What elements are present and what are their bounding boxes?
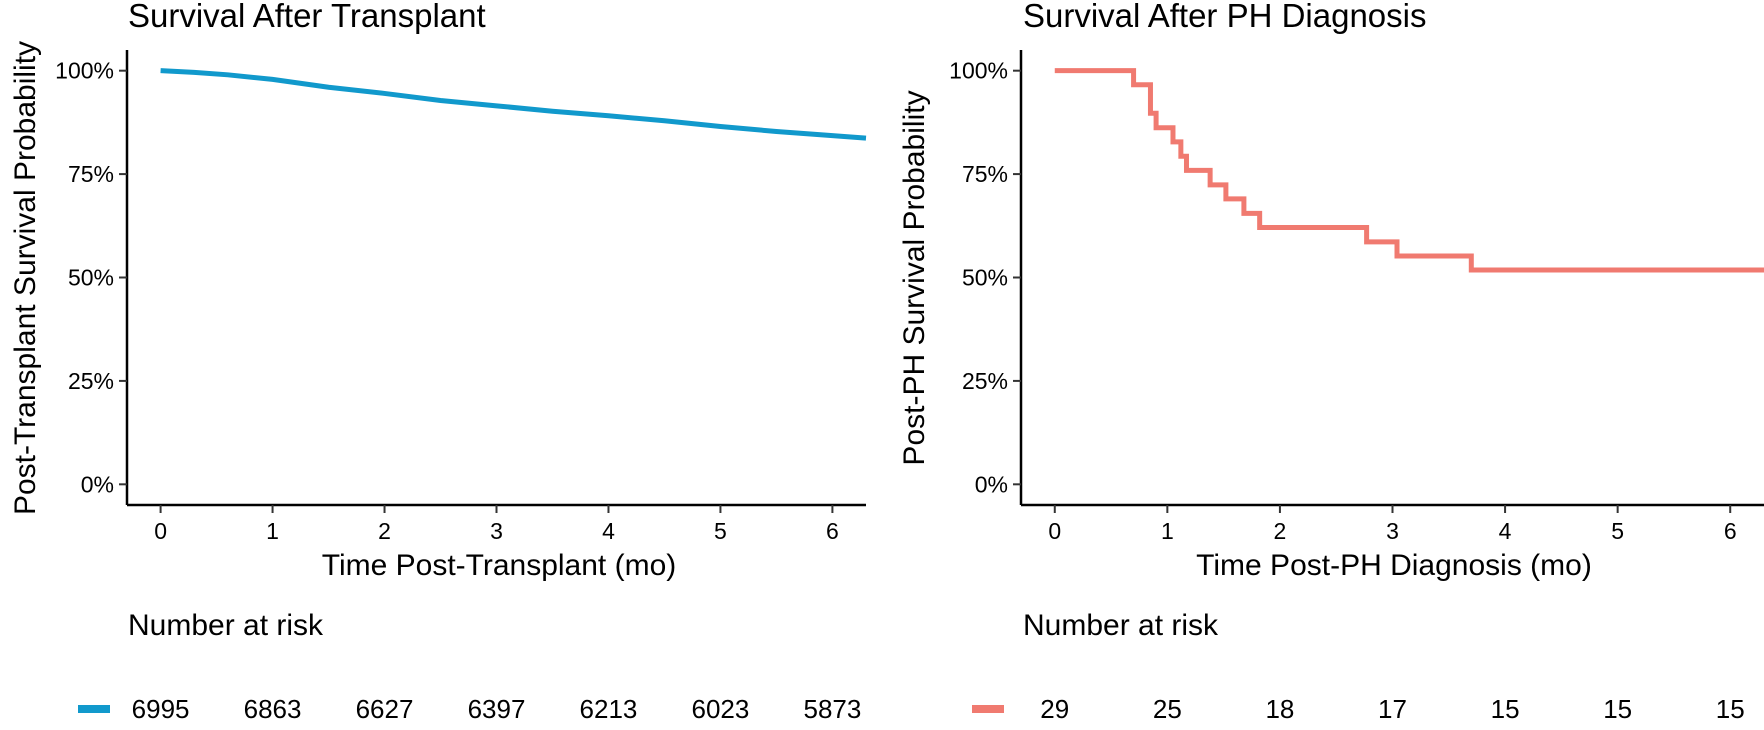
risk-count: 6213 <box>580 694 638 724</box>
x-tick-label: 3 <box>490 518 503 544</box>
risk-count: 15 <box>1491 694 1520 724</box>
risk-count: 6397 <box>468 694 526 724</box>
risk-table: 6995 6863 6627 6397 6213 6023 5873 <box>78 694 861 724</box>
x-tick-label: 5 <box>714 518 727 544</box>
y-tick-label: 0% <box>81 471 114 497</box>
risk-count: 6627 <box>356 694 414 724</box>
risk-count: 18 <box>1265 694 1294 724</box>
x-axis-title: Time Post-Transplant (mo) <box>322 549 677 582</box>
x-tick-label: 6 <box>1724 518 1737 544</box>
series-line-ph <box>1054 68 1764 273</box>
x-axis-title: Time Post-PH Diagnosis (mo) <box>1196 549 1592 582</box>
x-tick-label: 1 <box>1161 518 1174 544</box>
risk-table: 29 25 18 17 15 15 15 <box>972 694 1745 724</box>
x-tick-label: 0 <box>1048 518 1061 544</box>
x-tick-label: 5 <box>1611 518 1624 544</box>
y-tick-label: 75% <box>68 161 114 187</box>
risk-count: 5873 <box>803 694 861 724</box>
y-tick-label: 25% <box>68 368 114 394</box>
y-tick-label: 25% <box>962 368 1008 394</box>
risk-count: 29 <box>1040 694 1069 724</box>
y-tick-label: 50% <box>68 265 114 291</box>
x-tick-label: 4 <box>602 518 615 544</box>
series-line-transplant <box>160 68 867 141</box>
y-axis-title: Post-PH Survival Probability <box>898 90 931 465</box>
x-tick-label: 1 <box>266 518 279 544</box>
x-tick-label: 0 <box>154 518 167 544</box>
y-tick-label: 100% <box>949 58 1008 84</box>
y-tick-label: 100% <box>55 58 114 84</box>
risk-count: 6863 <box>244 694 302 724</box>
chart-title: Survival After Transplant <box>128 0 486 34</box>
risk-count: 6995 <box>132 694 190 724</box>
plot-area: 0% 25% 50% 75% 100% 0 1 2 3 4 5 6 <box>949 50 1764 544</box>
risk-count: 15 <box>1603 694 1632 724</box>
risk-count: 6023 <box>692 694 750 724</box>
x-tick-label: 2 <box>378 518 391 544</box>
x-tick-label: 2 <box>1274 518 1287 544</box>
x-tick-label: 3 <box>1386 518 1399 544</box>
y-tick-label: 0% <box>975 471 1008 497</box>
risk-count: 17 <box>1378 694 1407 724</box>
x-tick-label: 6 <box>826 518 839 544</box>
risk-table-title: Number at risk <box>1023 609 1219 642</box>
y-tick-label: 50% <box>962 265 1008 291</box>
risk-table-title: Number at risk <box>128 609 324 642</box>
x-tick-label: 4 <box>1499 518 1512 544</box>
risk-count: 15 <box>1716 694 1745 724</box>
risk-count: 25 <box>1153 694 1182 724</box>
panel-ph-diagnosis: Survival After PH Diagnosis Post-PH Surv… <box>898 0 1764 724</box>
y-axis-title: Post-Transplant Survival Probability <box>9 41 42 515</box>
chart-title: Survival After PH Diagnosis <box>1023 0 1427 34</box>
plot-area: 0% 25% 50% 75% 100% 0 1 2 3 4 5 6 <box>55 50 867 544</box>
panel-transplant: Survival After Transplant Post-Transplan… <box>9 0 867 724</box>
y-tick-label: 75% <box>962 161 1008 187</box>
